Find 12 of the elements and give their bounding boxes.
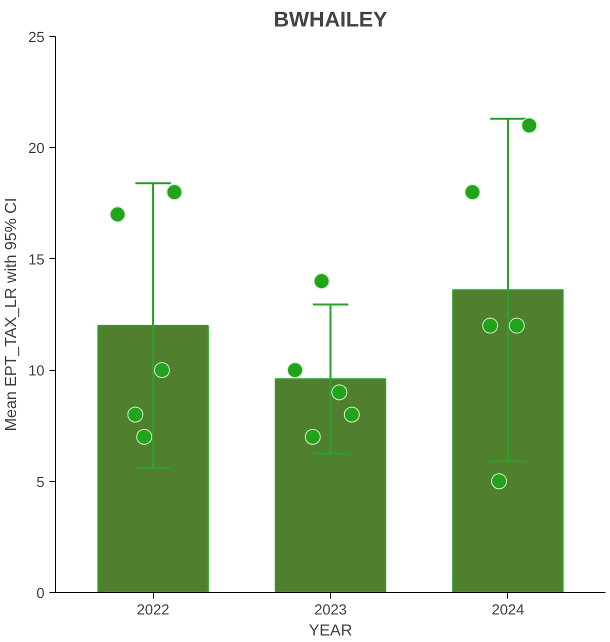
y-tick-label: 15	[28, 252, 45, 268]
chart-title: BWHAILEY	[274, 8, 388, 32]
x-tick-label: 2023	[314, 602, 347, 618]
y-tick-label: 25	[28, 30, 45, 46]
y-tick-label: 0	[36, 586, 45, 602]
y-tick-label: 10	[28, 364, 45, 380]
x-tick-label: 2022	[136, 602, 170, 618]
x-tick-label: 2024	[492, 602, 524, 618]
y-tick-label: 5	[36, 474, 45, 491]
x-axis-title: YEAR	[308, 622, 352, 640]
y-axis-title: Mean EPT_TAX_LR with 95% CI	[3, 198, 20, 432]
y-tick-label: 20	[28, 141, 45, 158]
